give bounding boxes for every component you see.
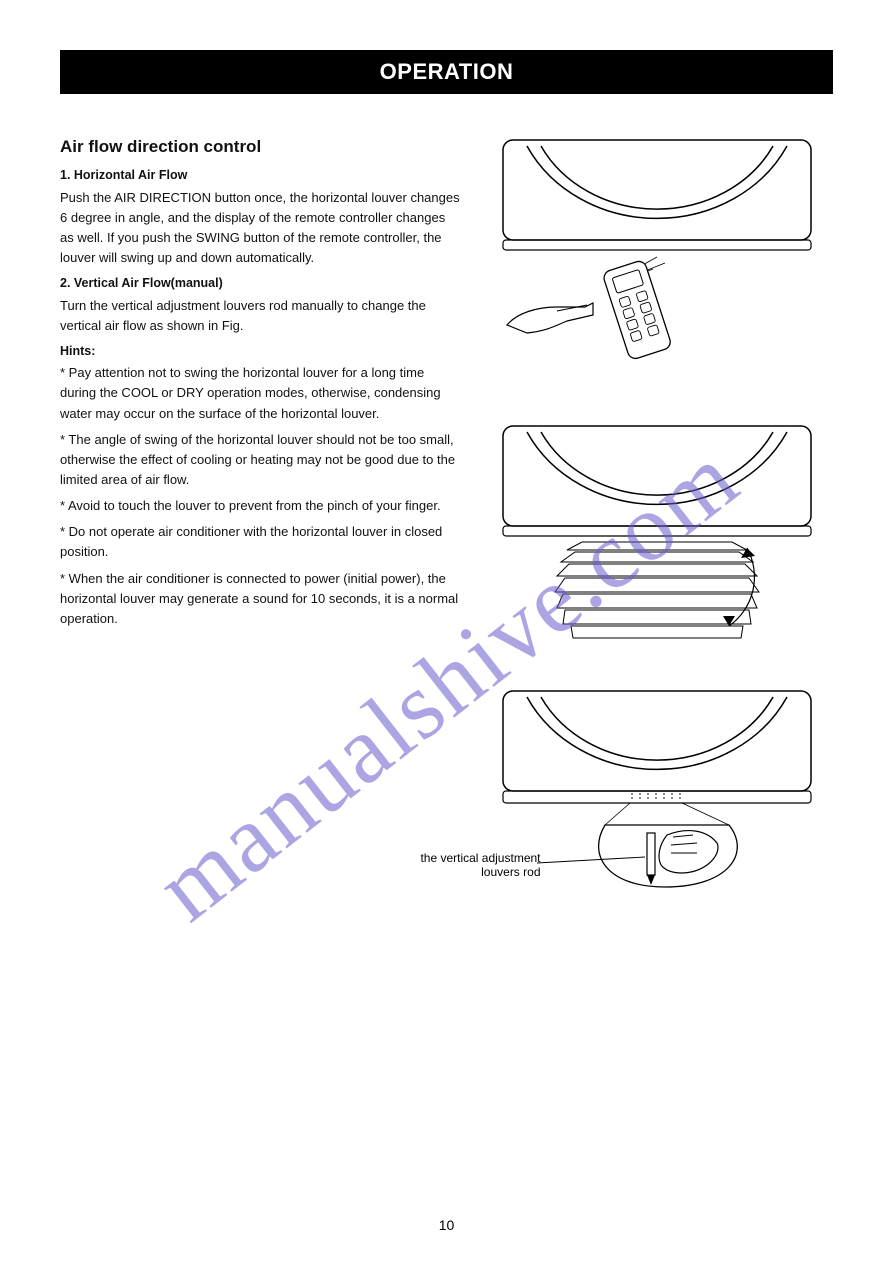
hint-2: * The angle of swing of the horizontal l…	[60, 430, 460, 490]
label-louver-rod: the vertical adjustment louvers rod	[411, 851, 541, 880]
section-header-bar: OPERATION	[60, 50, 833, 94]
hand-remote-icon	[497, 255, 717, 375]
figure-swing	[497, 420, 827, 645]
figure-remote	[497, 134, 827, 380]
ac-manual-adjust-icon	[497, 685, 817, 895]
para-horizontal: Push the AIR DIRECTION button once, the …	[60, 188, 460, 269]
subhead-vertical: 2. Vertical Air Flow(manual)	[60, 274, 460, 293]
section-header-text: OPERATION	[380, 59, 514, 85]
hint-3: * Avoid to touch the louver to prevent f…	[60, 496, 460, 516]
heading-airflow: Air flow direction control	[60, 134, 460, 160]
content-row: Air flow direction control 1. Horizontal…	[60, 134, 833, 900]
hints-label: Hints:	[60, 342, 460, 361]
hint-5: * When the air conditioner is connected …	[60, 569, 460, 629]
ac-unit-icon	[497, 134, 817, 254]
page-number: 10	[439, 1217, 455, 1233]
right-column: the vertical adjustment louvers rod	[490, 134, 833, 900]
subhead-horizontal: 1. Horizontal Air Flow	[60, 166, 460, 185]
hint-1: * Pay attention not to swing the horizon…	[60, 363, 460, 423]
left-column: Air flow direction control 1. Horizontal…	[60, 134, 460, 900]
ac-swing-icon	[497, 420, 817, 640]
para-vertical: Turn the vertical adjustment louvers rod…	[60, 296, 460, 336]
page: OPERATION Air flow direction control 1. …	[0, 0, 893, 1263]
hint-4: * Do not operate air conditioner with th…	[60, 522, 460, 562]
figure-manual-adjust: the vertical adjustment louvers rod	[497, 685, 827, 900]
